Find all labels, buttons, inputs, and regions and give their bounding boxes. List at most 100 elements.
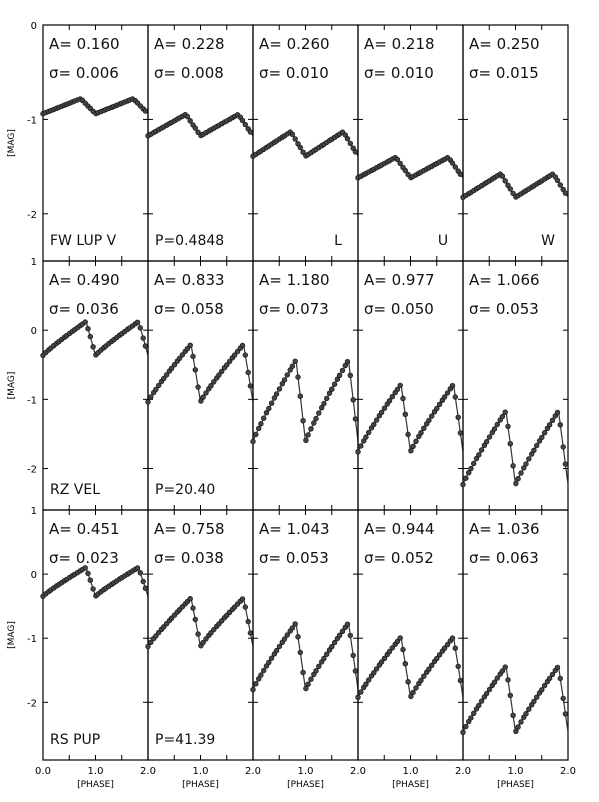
data-point — [289, 131, 296, 138]
y-tick-label: 0 — [31, 21, 37, 32]
data-point — [247, 129, 254, 135]
y-axis-label: [MAG] — [7, 372, 17, 400]
data-point — [273, 647, 280, 654]
data-point — [276, 386, 283, 392]
panel-frame — [252, 24, 359, 262]
data-point — [541, 682, 548, 689]
x-tick-label: 2.0 — [245, 766, 261, 777]
data-point — [560, 695, 566, 702]
data-point — [300, 669, 306, 676]
data-point — [421, 673, 427, 679]
x-tick-label: 1.0 — [88, 766, 104, 777]
data-point — [300, 418, 306, 424]
data-point — [371, 670, 377, 676]
data-point — [87, 333, 94, 340]
data-point — [452, 164, 458, 170]
x-tick-label: 1.0 — [508, 766, 524, 777]
sigma-label: σ= 0.008 — [154, 64, 224, 82]
data-point — [466, 470, 472, 476]
data-point — [82, 319, 88, 325]
data-point — [268, 400, 275, 406]
panel-fw-lup-w: A= 0.250 σ= 0.015 W — [460, 24, 569, 262]
data-point — [352, 416, 359, 422]
data-point — [381, 655, 388, 661]
data-point — [460, 481, 466, 488]
amplitude-label: A= 1.036 — [469, 520, 540, 538]
data-point — [562, 711, 569, 717]
data-point — [436, 652, 443, 658]
y-tick-label: 1 — [31, 506, 37, 517]
data-point — [444, 390, 451, 396]
data-point — [200, 639, 206, 646]
panel-rz-vel-v: A= 0.490 σ= 0.036 RZ VEL — [40, 260, 149, 511]
data-point — [148, 394, 154, 400]
data-point — [308, 426, 314, 432]
data-point — [326, 390, 333, 396]
data-point — [394, 386, 401, 393]
data-point — [410, 443, 416, 449]
data-point — [378, 659, 385, 665]
amplitude-label: A= 0.451 — [49, 520, 120, 538]
data-point — [389, 645, 395, 651]
data-point — [426, 417, 432, 424]
data-point — [549, 417, 556, 423]
x-tick-label: 2.0 — [560, 766, 576, 777]
x-tick-label: 2.0 — [455, 766, 471, 777]
data-point — [192, 367, 199, 373]
data-point — [429, 413, 435, 419]
amplitude-label: A= 0.758 — [154, 520, 225, 538]
data-point — [347, 140, 353, 147]
data-point — [502, 409, 508, 415]
data-point — [441, 394, 448, 400]
panel-frame — [42, 260, 149, 511]
data-point — [476, 452, 482, 458]
data-point — [90, 586, 96, 592]
star-name-label: RS PUP — [50, 732, 100, 748]
data-point — [87, 577, 94, 583]
data-point — [329, 386, 335, 392]
panel-rz-vel-w: A= 1.066 σ= 0.053 — [460, 260, 569, 511]
data-point — [373, 666, 380, 672]
light-curve — [252, 623, 359, 692]
y-tick-label: -2 — [27, 698, 37, 709]
data-point — [321, 400, 327, 407]
data-point — [562, 190, 569, 196]
x-tick-label: 1.0 — [403, 766, 419, 777]
data-point — [134, 319, 141, 325]
data-point — [231, 352, 238, 358]
data-point — [311, 420, 317, 426]
data-point — [460, 729, 466, 735]
data-point — [507, 186, 513, 192]
data-point — [268, 655, 275, 661]
panel-frame — [147, 24, 254, 262]
data-point — [140, 335, 146, 341]
data-point — [557, 422, 563, 428]
x-tick-label: 0.0 — [35, 766, 51, 777]
data-point — [554, 409, 561, 416]
sigma-label: σ= 0.038 — [154, 549, 224, 567]
sigma-label: σ= 0.050 — [364, 300, 434, 318]
data-point — [366, 677, 372, 683]
data-point — [190, 605, 196, 611]
data-point — [187, 118, 193, 124]
data-point — [468, 715, 474, 721]
data-point — [184, 113, 191, 120]
y-axis-label: [MAG] — [7, 621, 17, 649]
panel-fw-lup-v: A= 0.160 σ= 0.006 FW LUP V — [40, 24, 149, 262]
data-point — [281, 636, 288, 642]
data-point — [478, 698, 485, 704]
data-point — [339, 367, 346, 374]
data-point — [557, 182, 563, 188]
data-point — [499, 668, 506, 674]
panel-frame — [42, 24, 149, 262]
data-point — [284, 372, 290, 378]
data-point — [266, 405, 272, 412]
data-point — [533, 694, 540, 700]
panel-rz-vel-b: A= 0.833 σ= 0.058 P=20.40 — [145, 260, 254, 511]
data-point — [313, 668, 319, 674]
data-point — [261, 667, 267, 674]
data-point — [546, 675, 553, 682]
amplitude-label: A= 1.043 — [259, 520, 330, 538]
data-point — [421, 425, 427, 431]
panel-frame — [252, 260, 359, 511]
